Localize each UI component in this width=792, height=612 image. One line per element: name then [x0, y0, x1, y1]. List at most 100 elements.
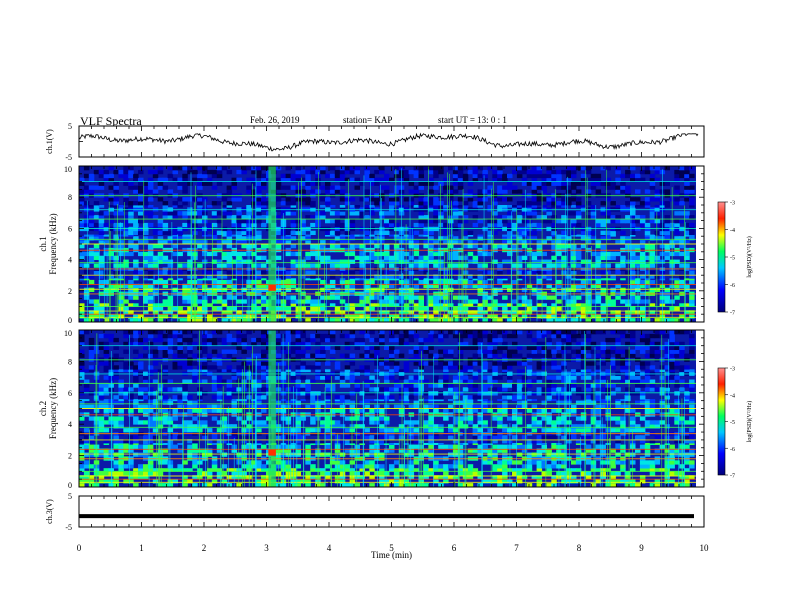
spectrogram-cell: [497, 215, 503, 220]
spectrogram-cell: [103, 404, 110, 409]
spectrogram-cell: [384, 479, 390, 484]
spectrogram-cell: [108, 278, 114, 281]
spectrogram-cell: [526, 169, 533, 175]
spectrogram-cell: [487, 314, 493, 319]
spectrogram-cell: [187, 197, 193, 202]
spectrogram-cell: [128, 295, 134, 300]
spectrogram-cell: [162, 201, 169, 206]
spectrogram-cell: [364, 404, 370, 409]
spectrogram-cell: [152, 274, 159, 279]
spectrogram-cell: [98, 479, 105, 484]
spectrogram-cell: [226, 314, 233, 319]
spectrogram-cell: [79, 201, 85, 206]
spectrogram-cell: [438, 424, 444, 429]
spectrogram-cell: [389, 283, 395, 289]
spectrogram-cell: [438, 251, 444, 257]
spectrogram-cell: [423, 404, 429, 409]
spectrogram-cell: [521, 303, 528, 307]
spectrogram-cell: [462, 215, 469, 220]
spectrogram-cell: [625, 189, 631, 194]
spectrogram-cell: [256, 404, 262, 409]
spectrogram-cell: [379, 471, 385, 476]
spectrogram-cell: [226, 169, 233, 175]
spectrogram-cell: [452, 314, 459, 319]
spectrogram-cell: [516, 234, 523, 237]
spectrogram-cell: [428, 197, 434, 202]
spectrogram-cell: [497, 420, 503, 425]
spectrogram-cell: [600, 460, 606, 465]
spectrogram-cell: [546, 278, 552, 281]
spectrogram-cell: [359, 424, 365, 429]
spectrogram-cell: [551, 314, 557, 319]
spectrogram-cell: [310, 270, 316, 275]
spectrogram-cell: [438, 222, 444, 228]
spectrogram-cell: [177, 181, 183, 186]
spectrogram-cell: [320, 279, 326, 285]
spectrogram-cell: [231, 215, 237, 220]
spectrogram-cell: [290, 295, 297, 300]
spectrogram-cell: [679, 169, 685, 175]
spectrogram-cell: [684, 468, 690, 472]
spectrogram-cell: [408, 226, 415, 232]
spectrogram-cell: [226, 270, 233, 275]
spectrogram-cell: [595, 219, 602, 224]
spectrogram-cell: [551, 435, 557, 440]
spectrogram-cell: [649, 173, 656, 179]
spectrogram-cell: [492, 169, 498, 175]
spectrogram-cell: [290, 299, 297, 304]
spectrogram-cell: [202, 169, 208, 175]
spectrogram-cell: [211, 234, 218, 237]
spectrogram-cell: [689, 278, 695, 281]
spectrogram-cell: [329, 259, 336, 264]
spectrogram-cell: [551, 303, 557, 307]
spectrogram-cell: [684, 460, 690, 465]
spectrogram-cell: [615, 310, 621, 315]
spectrogram-cell: [123, 251, 129, 257]
spectrogram-cell: [620, 416, 626, 421]
spectrogram-cell: [187, 234, 193, 237]
spectrogram-cell: [216, 173, 223, 179]
spectrogram-cell: [157, 399, 164, 402]
spectrogram-cell: [482, 263, 488, 268]
spectrogram-cell: [339, 270, 346, 275]
spectrogram-cell: [241, 475, 247, 480]
spectrogram-cell: [325, 189, 331, 194]
spectrogram-cell: [674, 452, 680, 457]
spectrogram-cell: [123, 197, 129, 202]
spectrogram-cell: [674, 197, 680, 202]
spectrogram-cell: [689, 226, 695, 232]
spectrogram-cell: [580, 306, 587, 311]
spectrogram-cell: [492, 435, 498, 440]
spectrogram-cell: [566, 201, 572, 206]
spectrogram-cell: [374, 471, 380, 476]
spectrogram-cell: [172, 416, 178, 421]
spectrogram-cell: [320, 166, 326, 171]
spectrogram-cell: [216, 404, 223, 409]
spectrogram-cell: [615, 420, 621, 425]
spectrogram-cell: [192, 314, 198, 319]
spectrogram-cell: [310, 310, 316, 315]
spectrogram-cell: [384, 318, 390, 323]
spectrogram-cell: [674, 201, 680, 206]
spectrogram-cell: [472, 215, 479, 220]
spectrogram-cell: [526, 468, 533, 472]
spectrogram-cell: [339, 189, 346, 194]
spectrogram-cell: [83, 173, 90, 179]
spectrogram-cell: [305, 255, 311, 260]
spectrogram-cell: [492, 416, 498, 421]
spectrogram-cell: [585, 428, 592, 433]
burst-column: [268, 166, 276, 322]
spectrogram-cell: [423, 435, 429, 440]
spectrogram-cell: [88, 479, 95, 484]
spectrogram-cell: [590, 263, 597, 268]
spectrogram-cell: [635, 189, 641, 194]
spectrogram-cell: [320, 240, 326, 245]
spectrogram-cell: [310, 278, 316, 281]
spectrogram-cell: [492, 318, 498, 323]
spectrogram-cell: [659, 420, 666, 425]
spectrogram-cell: [615, 283, 621, 289]
spectrogram-cell: [482, 479, 488, 484]
spectrogram-cell: [118, 295, 124, 300]
spectrogram-cell: [605, 483, 611, 488]
spectrogram-cell: [546, 274, 552, 279]
